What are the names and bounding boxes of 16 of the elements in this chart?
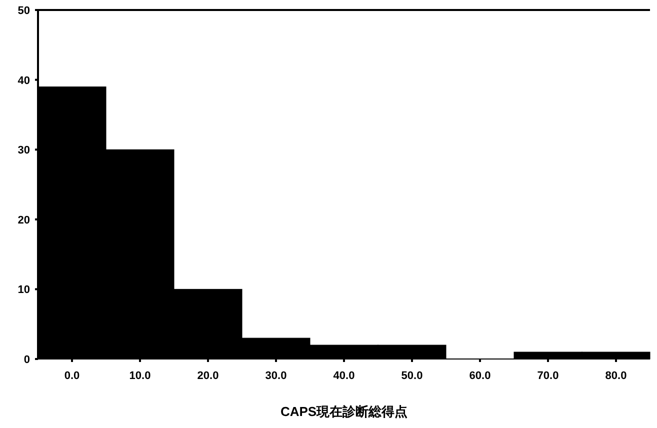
- y-tick-label: 50: [18, 5, 30, 17]
- x-tick-label: 60.0: [469, 370, 491, 382]
- y-tick-label: 10: [18, 284, 30, 296]
- x-tick-label: 50.0: [401, 370, 423, 382]
- y-tick-label: 30: [18, 144, 30, 157]
- x-tick-label: 70.0: [537, 370, 559, 382]
- x-tick-label: 0.0: [64, 370, 80, 382]
- x-axis-title: CAPS現在診断総得点: [280, 404, 408, 419]
- y-tick-label: 40: [18, 74, 30, 87]
- x-tick-label: 20.0: [197, 370, 219, 382]
- x-tick-label: 10.0: [129, 370, 151, 382]
- x-tick-label: 80.0: [605, 370, 627, 382]
- y-tick-label: 0: [24, 354, 30, 366]
- x-tick-label: 40.0: [333, 370, 355, 382]
- y-tick-label: 20: [18, 214, 30, 226]
- x-tick-label: 30.0: [265, 370, 287, 382]
